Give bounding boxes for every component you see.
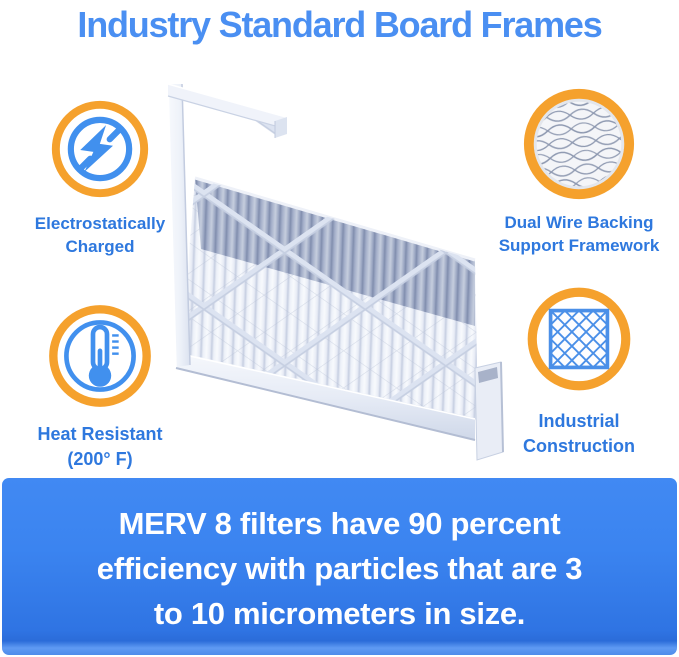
feature-label: Dual Wire Backing Support Framework bbox=[499, 211, 660, 258]
feature-dual-wire-backing: Dual Wire Backing Support Framework bbox=[494, 85, 664, 258]
feature-label-line: Electrostatically bbox=[34, 214, 166, 233]
banner-line-2: efficiency with particles that are 3 bbox=[96, 551, 583, 586]
diamond-lattice-icon bbox=[527, 287, 631, 391]
wire-mesh-icon bbox=[523, 88, 635, 200]
feature-label-line: Industrial bbox=[538, 411, 620, 431]
lightning-bolt-icon bbox=[51, 100, 149, 198]
feature-label: Electrostatically Charged bbox=[35, 212, 165, 259]
feature-label-line: (200° F) bbox=[67, 448, 133, 469]
filter-product-image bbox=[167, 83, 504, 461]
banner-line-1: MERV 8 filters have 90 percent bbox=[118, 506, 561, 541]
feature-label-line: Support Framework bbox=[498, 236, 660, 256]
feature-label-line: Dual Wire Backing bbox=[504, 213, 654, 232]
feature-label-line: Charged bbox=[65, 237, 135, 257]
feature-industrial-construction: Industrial Construction bbox=[494, 284, 664, 459]
feature-electrostatically-charged: Electrostatically Charged bbox=[15, 96, 185, 259]
thermometer-icon bbox=[49, 305, 151, 407]
feature-label-line: Construction bbox=[523, 435, 635, 456]
feature-label-line: Heat Resistant bbox=[37, 424, 163, 444]
feature-label: Heat Resistant (200° F) bbox=[37, 422, 162, 472]
feature-label: Industrial Construction bbox=[523, 409, 635, 459]
banner-line-3: to 10 micrometers in size. bbox=[153, 596, 526, 631]
banner: MERV 8 filters have 90 percent efficienc… bbox=[2, 478, 677, 655]
feature-heat-resistant: Heat Resistant (200° F) bbox=[15, 300, 185, 472]
page-title: Industry Standard Board Frames bbox=[77, 4, 602, 45]
